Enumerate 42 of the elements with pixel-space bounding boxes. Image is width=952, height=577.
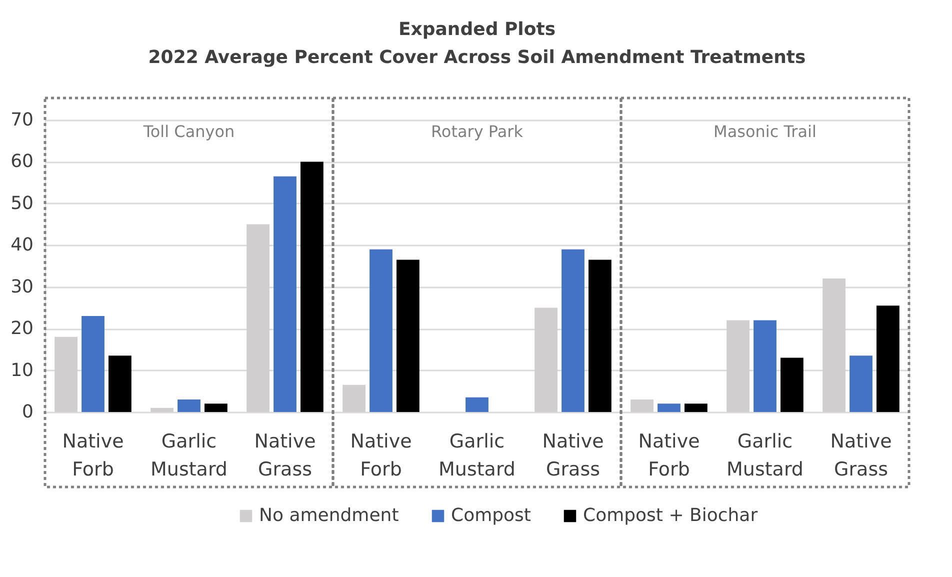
x-tick-label: Native Grass	[254, 430, 316, 480]
chart-title: Expanded Plots	[398, 18, 556, 40]
annotation: Toll Canyon	[142, 122, 235, 141]
y-tick-label: 30	[10, 276, 34, 298]
x-tick-label: Native Grass	[542, 430, 604, 480]
y-tick-label: 20	[10, 318, 34, 340]
bar	[876, 306, 900, 412]
x-tick-label: Garlic Mustard	[438, 430, 516, 480]
legend-label: No amendment	[259, 505, 399, 526]
bar	[780, 358, 804, 412]
annotation: Rotary Park	[431, 122, 524, 141]
legend-label: Compost + Biochar	[583, 505, 758, 526]
bar	[178, 399, 200, 412]
y-tick-label: 50	[10, 192, 34, 214]
bar	[754, 320, 776, 412]
bar	[300, 162, 324, 412]
bar	[562, 249, 584, 412]
bar	[396, 260, 420, 412]
bar	[274, 176, 296, 412]
y-tick-label: 60	[10, 151, 34, 172]
x-tick-label: Native Forb	[62, 430, 124, 480]
annotation: Masonic Trail	[714, 122, 816, 141]
bar	[204, 404, 228, 412]
bar	[108, 356, 132, 412]
bar	[466, 397, 488, 412]
y-tick-label: 0	[22, 402, 34, 422]
x-tick-label: Native Forb	[638, 430, 700, 480]
bar	[850, 356, 872, 412]
x-tick-label: Garlic Mustard	[150, 430, 228, 480]
y-tick-label: 40	[10, 234, 34, 256]
bar	[588, 260, 612, 412]
legend-label: Compost	[451, 505, 531, 526]
y-tick-label: 70	[10, 110, 34, 130]
bar	[658, 404, 680, 412]
bar	[370, 249, 392, 412]
x-tick-label: Native Grass	[830, 430, 892, 480]
bar	[82, 316, 104, 412]
bar	[684, 404, 708, 412]
x-tick-label: Native Forb	[350, 430, 412, 480]
x-tick-label: Garlic Mustard	[726, 430, 804, 480]
y-tick-label: 10	[10, 360, 34, 381]
chart-subtitle: 2022 Average Percent Cover Across Soil Amendment Treatments	[148, 46, 806, 68]
